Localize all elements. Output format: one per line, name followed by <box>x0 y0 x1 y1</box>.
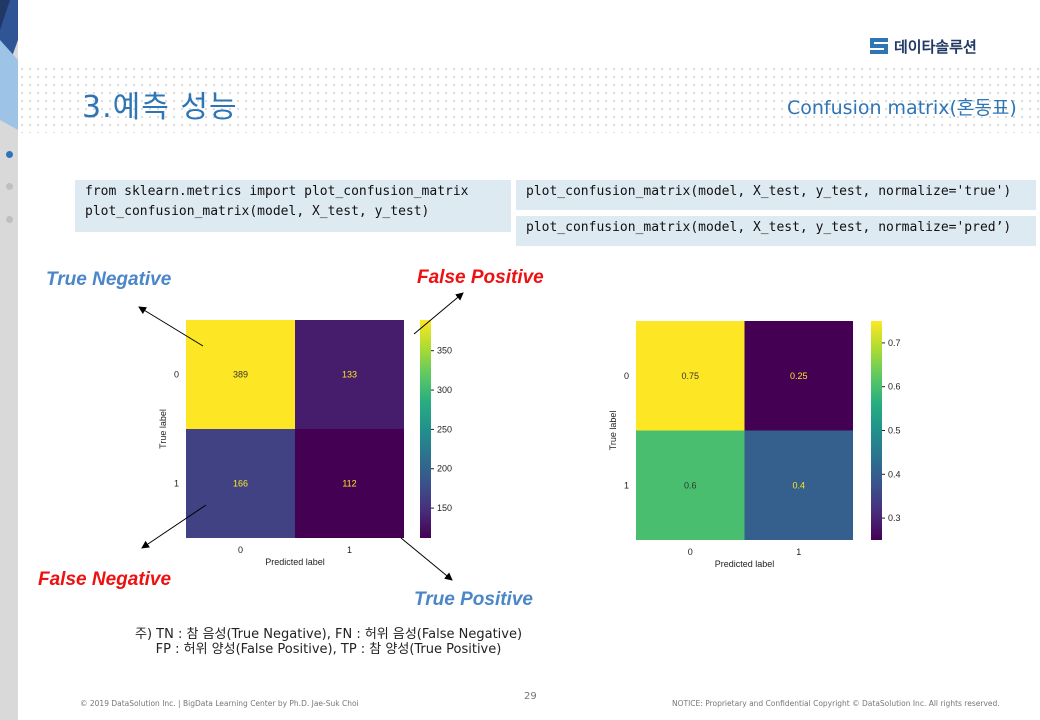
label-false-negative: False Negative <box>38 569 172 590</box>
code-block-default: from sklearn.metrics import plot_confusi… <box>75 180 511 232</box>
footer-copyright: © 2019 DataSolution Inc. | BigData Learn… <box>80 699 359 708</box>
company-logo: 데이타솔루션 <box>870 36 977 56</box>
nav-dot-active[interactable] <box>6 151 13 158</box>
colorbar <box>420 320 431 538</box>
page-title: 3.예측 성능 <box>82 90 238 125</box>
arrow-true-negative <box>138 306 204 347</box>
colorbar <box>871 321 882 540</box>
colorbar-tick-label: 0.4 <box>888 469 901 479</box>
x-tick-label: 0 <box>688 547 693 557</box>
sidebar-accent-graphic <box>0 0 18 130</box>
colorbar-tick-label: 200 <box>437 464 452 474</box>
code-line: from sklearn.metrics import plot_confusi… <box>85 184 469 199</box>
confusion-matrix-chart-2: 0.75 0.25 0.6 0.4 0 1 0 1 Predicted label True la… <box>608 321 901 569</box>
arrow-false-negative <box>141 504 207 549</box>
label-true-positive: True Positive <box>414 589 533 610</box>
cell-value-label: 166 <box>233 479 248 489</box>
label-false-positive: False Positive <box>417 267 544 288</box>
header-dotted-band <box>18 65 1040 133</box>
page-subtitle: Confusion matrix(혼동표) <box>787 97 1017 119</box>
y-tick-label: 0 <box>174 370 179 380</box>
nav-dot[interactable] <box>6 183 13 190</box>
left-sidebar-strip <box>0 0 18 720</box>
code-block-normalize-pred: plot_confusion_matrix(model, X_test, y_t… <box>516 216 1036 246</box>
heatmap-cell <box>295 320 404 429</box>
y-tick-label: 0 <box>624 371 629 381</box>
code-line: plot_confusion_matrix(model, X_test, y_t… <box>526 220 1012 235</box>
heatmap-cell <box>744 321 853 431</box>
x-axis-label: Predicted label <box>265 557 325 567</box>
heatmap-cell <box>636 430 745 540</box>
code-block-normalize-true: plot_confusion_matrix(model, X_test, y_t… <box>516 180 1036 210</box>
page-number: 29 <box>524 691 537 702</box>
logo-mark-icon <box>870 38 888 54</box>
note-line: FP : 허위 양성(False Positive), TP : 참 양성(Tr… <box>135 642 502 657</box>
arrow-true-positive <box>400 537 453 581</box>
code-line: plot_confusion_matrix(model, X_test, y_t… <box>526 184 1012 199</box>
footer-notice: NOTICE: Proprietary and Confidential Cop… <box>672 699 1000 708</box>
colorbar-tick-label: 0.6 <box>888 382 901 392</box>
colorbar-tick-label: 300 <box>437 385 452 395</box>
x-tick-label: 0 <box>238 545 243 555</box>
heatmap-cell <box>295 429 404 538</box>
cell-value-label: 0.6 <box>684 480 697 490</box>
cell-value-label: 112 <box>342 479 356 489</box>
code-line: plot_confusion_matrix(model, X_test, y_t… <box>85 204 430 219</box>
heatmap-cell <box>744 430 853 540</box>
note-line: 주) TN : 참 음성(True Negative), FN : 허위 음성(… <box>135 627 523 642</box>
x-tick-label: 1 <box>347 545 352 555</box>
heatmap-cell <box>186 320 295 429</box>
x-axis-label: Predicted label <box>715 559 775 569</box>
arrow-false-positive <box>413 292 464 335</box>
cell-value-label: 0.4 <box>792 480 805 490</box>
cell-value-label: 0.75 <box>681 371 699 381</box>
colorbar-tick-label: 0.3 <box>888 513 901 523</box>
heatmap-cell <box>636 321 745 431</box>
confusion-matrix-chart-1: 389 133 166 112 0 1 0 1 Predicted label True labe… <box>158 320 452 567</box>
colorbar-tick-label: 150 <box>437 503 452 513</box>
y-tick-label: 1 <box>624 480 629 490</box>
x-tick-label: 1 <box>796 547 801 557</box>
colorbar-tick-label: 250 <box>437 424 452 434</box>
cell-value-label: 389 <box>233 370 248 380</box>
colorbar-tick-label: 0.7 <box>888 338 901 348</box>
heatmap-cell <box>186 429 295 538</box>
y-axis-label: True label <box>158 409 168 449</box>
cell-value-label: 0.25 <box>790 371 808 381</box>
y-tick-label: 1 <box>174 479 179 489</box>
colorbar-tick-label: 350 <box>437 346 452 356</box>
abbreviation-note: 주) TN : 참 음성(True Negative), FN : 허위 음성(… <box>135 627 522 657</box>
nav-dot[interactable] <box>6 216 13 223</box>
label-true-negative: True Negative <box>46 269 172 290</box>
annotation-arrows <box>138 292 464 581</box>
cell-value-label: 133 <box>342 370 357 380</box>
logo-text: 데이타솔루션 <box>894 37 977 56</box>
colorbar-tick-label: 0.5 <box>888 426 901 436</box>
y-axis-label: True label <box>608 411 618 451</box>
